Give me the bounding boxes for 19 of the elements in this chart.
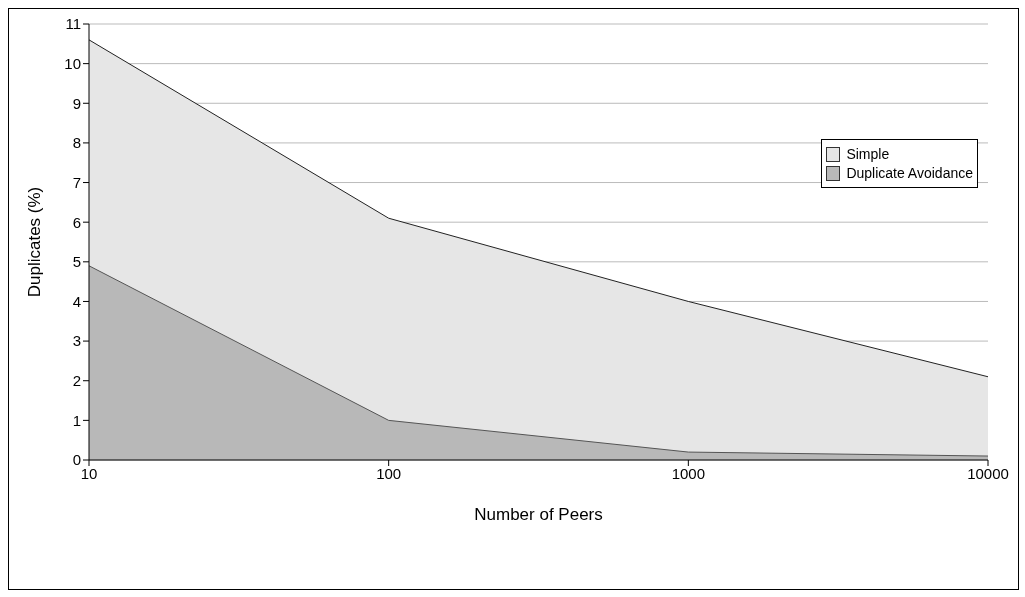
y-tick-label: 9 — [72, 94, 81, 112]
x-tick-label: 1000 — [671, 464, 706, 482]
x-tick-label: 10000 — [967, 464, 1009, 482]
legend-label: Simple — [846, 146, 890, 162]
y-tick-label: 4 — [72, 292, 81, 310]
y-tick-label: 7 — [72, 173, 81, 191]
x-tick-label: 100 — [376, 464, 402, 482]
y-tick-label: 6 — [72, 213, 81, 231]
y-tick-label: 10 — [64, 54, 81, 72]
y-axis-title: Duplicates (%) — [25, 186, 45, 298]
y-tick-label: 2 — [72, 372, 81, 390]
y-tick-label: 0 — [72, 451, 81, 469]
y-tick-label: 8 — [72, 134, 81, 152]
y-tick-label: 5 — [72, 253, 81, 271]
y-tick-label: 3 — [72, 332, 81, 350]
y-tick-label: 1 — [72, 411, 81, 429]
legend-label: Duplicate Avoidance — [846, 165, 973, 181]
x-axis-title: Number of Peers — [474, 505, 603, 524]
y-tick-label: 11 — [65, 15, 81, 33]
